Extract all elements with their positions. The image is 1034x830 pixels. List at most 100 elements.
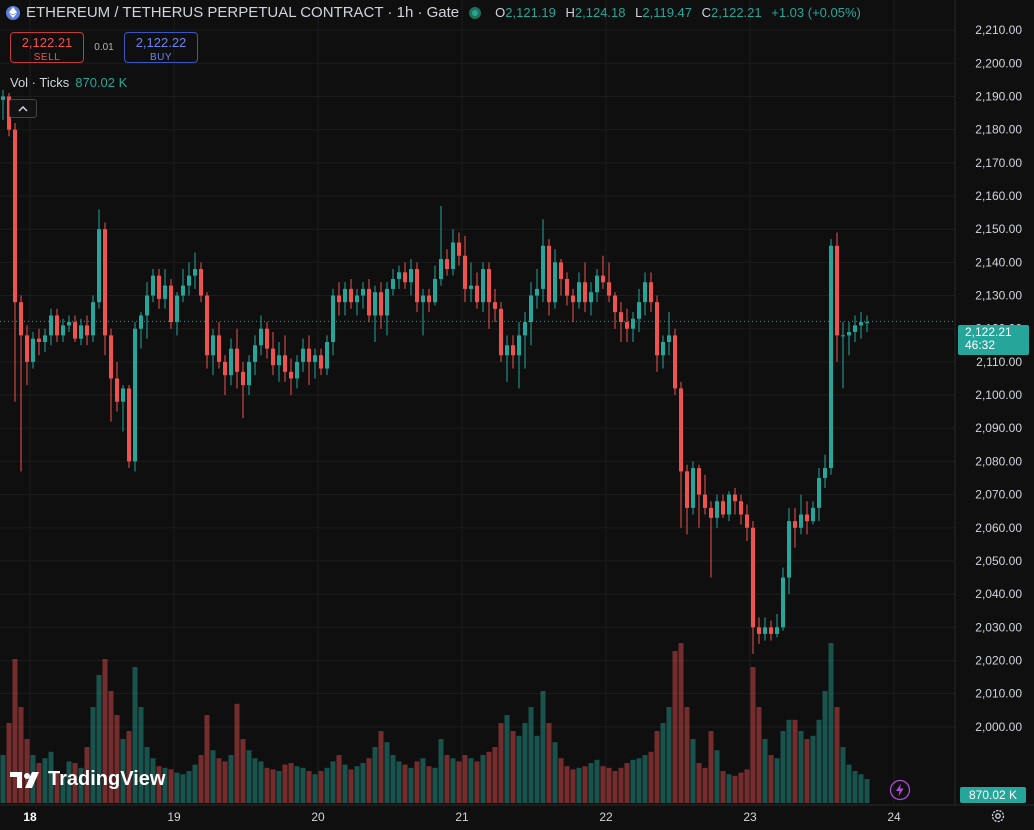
- volume-bar: [768, 755, 774, 803]
- price-tick-label: 2,110.00: [976, 355, 1022, 369]
- candle-body: [787, 521, 791, 578]
- volume-bar: [864, 779, 870, 803]
- volume-bar: [0, 755, 6, 803]
- time-tick-label: 22: [599, 810, 613, 824]
- volume-bars: [0, 643, 870, 803]
- candle-body: [691, 468, 695, 508]
- volume-bar: [138, 707, 144, 803]
- candle: [169, 278, 173, 329]
- volume-bar: [444, 755, 450, 803]
- candle: [631, 312, 635, 342]
- candle: [739, 494, 743, 525]
- price-tick-label: 2,180.00: [975, 123, 1022, 137]
- price-tick-label: 2,210.00: [975, 23, 1022, 37]
- low-key: L: [635, 5, 643, 20]
- candle-body: [199, 269, 203, 296]
- volume-bar: [402, 764, 408, 803]
- candle-body: [421, 295, 425, 303]
- candle-body: [145, 295, 149, 316]
- volume-bar: [756, 707, 762, 803]
- candle-body: [151, 275, 155, 296]
- symbol-title[interactable]: ETHEREUM / TETHERUS PERPETUAL CONTRACT ·…: [26, 4, 460, 21]
- volume-bar: [12, 659, 18, 803]
- candle: [349, 278, 353, 309]
- buy-price: 2,122.22: [135, 35, 187, 50]
- candle-body: [565, 278, 569, 296]
- sell-button[interactable]: 2,122.21 SELL: [10, 32, 84, 63]
- candle: [529, 282, 533, 346]
- candle: [253, 335, 257, 376]
- candle-body: [715, 501, 719, 518]
- candle-body: [451, 242, 455, 269]
- last-price-value: 2,122.21: [965, 325, 1012, 339]
- volume-bar: [432, 767, 438, 803]
- candle: [313, 348, 317, 379]
- volume-bar: [720, 771, 726, 803]
- volume-bar: [630, 759, 636, 803]
- sell-price: 2,122.21: [21, 35, 73, 50]
- candle: [511, 335, 515, 369]
- volume-bar: [24, 739, 30, 803]
- candle-body: [463, 255, 467, 289]
- ohlc-values: O2,121.19 H2,124.18 L2,119.47 C2,122.21 …: [489, 5, 861, 20]
- volume-bar: [762, 739, 768, 803]
- volume-legend[interactable]: Vol · Ticks 870.02 K: [10, 75, 127, 90]
- volume-bar: [246, 750, 252, 803]
- candle-body: [547, 245, 551, 303]
- candle-body: [745, 514, 749, 528]
- volume-bar: [588, 763, 594, 803]
- candle: [289, 358, 293, 396]
- candle: [469, 262, 473, 303]
- tradingview-logo[interactable]: TradingView: [10, 768, 165, 791]
- lightning-icon[interactable]: [889, 779, 911, 801]
- volume-bar: [792, 719, 798, 803]
- volume-bar: [276, 771, 282, 803]
- buy-button[interactable]: 2,122.22 BUY: [124, 32, 198, 63]
- candle: [103, 222, 107, 356]
- volume-bar: [732, 775, 738, 803]
- candle: [673, 328, 677, 396]
- candle-body: [157, 275, 161, 299]
- candle-body: [253, 345, 257, 362]
- candle: [49, 308, 53, 346]
- candle: [571, 288, 575, 323]
- candle-body: [607, 282, 611, 296]
- candle: [421, 288, 425, 336]
- collapse-legend-button[interactable]: [9, 99, 37, 118]
- candle-body: [61, 325, 65, 336]
- candle: [187, 262, 191, 296]
- trade-panel: 2,122.21 SELL 0.01 2,122.22 BUY: [10, 32, 198, 63]
- candle: [475, 272, 479, 309]
- candle: [265, 322, 269, 359]
- volume-bar: [150, 758, 156, 803]
- candle: [403, 262, 407, 289]
- candle-body: [187, 275, 191, 286]
- candle-body: [31, 338, 35, 362]
- candle-body: [97, 229, 101, 303]
- candle: [361, 282, 365, 309]
- candle: [817, 468, 821, 522]
- volume-bar: [210, 750, 216, 803]
- candle-body: [751, 527, 755, 628]
- candle-body: [667, 335, 671, 342]
- price-tick-label: 2,140.00: [975, 255, 1022, 269]
- volume-bar: [426, 766, 432, 803]
- candle-body: [103, 229, 107, 336]
- candle: [163, 269, 167, 309]
- candle: [325, 335, 329, 376]
- candle-body: [505, 345, 509, 356]
- candle: [583, 262, 587, 313]
- candle: [391, 269, 395, 296]
- ethereum-icon: [6, 5, 20, 20]
- candle: [865, 315, 869, 333]
- volume-bar: [192, 764, 198, 803]
- candle-body: [523, 322, 527, 336]
- gear-icon[interactable]: [990, 808, 1006, 824]
- candle-body: [343, 288, 347, 303]
- candle-body: [571, 295, 575, 303]
- volume-bar: [390, 755, 396, 803]
- time-axis: 18 19 20 21 22 23 24: [0, 804, 1034, 824]
- volume-bar: [840, 747, 846, 803]
- candle: [367, 278, 371, 323]
